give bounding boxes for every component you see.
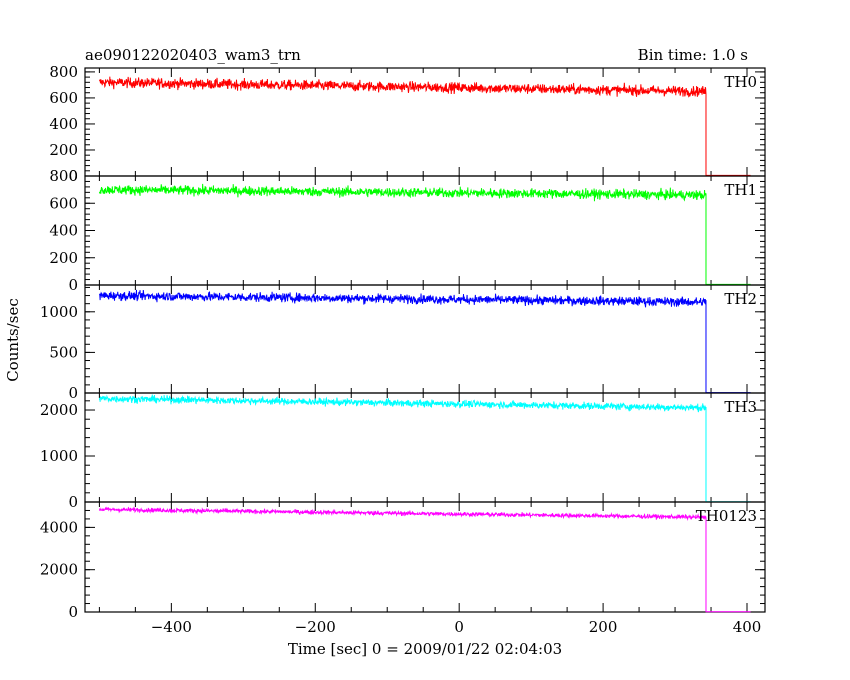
chart-title: ae090122020403_wam3_trn — [85, 46, 301, 64]
y-tick-label-th1: 400 — [49, 222, 78, 240]
y-tick-label-th0: 800 — [49, 63, 78, 81]
y-tick-label-th0: 600 — [49, 89, 78, 107]
series-label-th0123: TH0123 — [696, 507, 757, 525]
y-tick-label-th1: 800 — [49, 167, 78, 185]
panel-frame-th3 — [84, 392, 766, 503]
y-tick-label-th0123: 4000 — [40, 518, 78, 536]
x-tick-label: −200 — [295, 618, 336, 636]
y-tick-label-th1: 600 — [49, 194, 78, 212]
y-tick-label-th2: 500 — [49, 343, 78, 361]
panels-group: 0 200 400 600 800 TH0 0 200 400 600 800 TH1 0 500 1000… — [40, 63, 766, 636]
series-line-th0123 — [98, 506, 751, 613]
series-line-th2 — [98, 289, 751, 394]
y-tick-label-th0123: 0 — [68, 603, 78, 621]
series-line-th1 — [98, 183, 751, 285]
y-tick-label-th2: 1000 — [40, 303, 78, 321]
x-tick-label: 0 — [454, 618, 464, 636]
y-tick-label-th1: 0 — [68, 276, 78, 294]
x-tick-label: −400 — [151, 618, 192, 636]
y-axis-label: Counts/sec — [4, 298, 22, 382]
series-label-th2: TH2 — [724, 290, 757, 308]
x-axis-label: Time [sec] 0 = 2009/01/22 02:04:03 — [288, 640, 562, 658]
panel-frame-th0123 — [84, 501, 766, 613]
y-tick-label-th3: 2000 — [40, 401, 78, 419]
x-tick-label: 400 — [733, 618, 762, 636]
series-line-th0 — [98, 76, 751, 176]
y-tick-label-th0: 400 — [49, 115, 78, 133]
y-tick-label-th2: 0 — [68, 384, 78, 402]
series-label-th3: TH3 — [724, 398, 757, 416]
bin-time-label: Bin time: 1.0 s — [638, 46, 748, 64]
y-tick-label-th0123: 2000 — [40, 561, 78, 579]
y-tick-label-th0: 0 — [68, 167, 78, 185]
series-label-th0: TH0 — [724, 73, 757, 91]
y-tick-label-th1: 200 — [49, 249, 78, 267]
y-tick-label-th0: 200 — [49, 141, 78, 159]
y-tick-label-th3: 0 — [68, 493, 78, 511]
x-tick-label: 200 — [589, 618, 618, 636]
series-label-th1: TH1 — [724, 181, 757, 199]
y-tick-label-th3: 1000 — [40, 447, 78, 465]
series-line-th3 — [98, 394, 751, 503]
